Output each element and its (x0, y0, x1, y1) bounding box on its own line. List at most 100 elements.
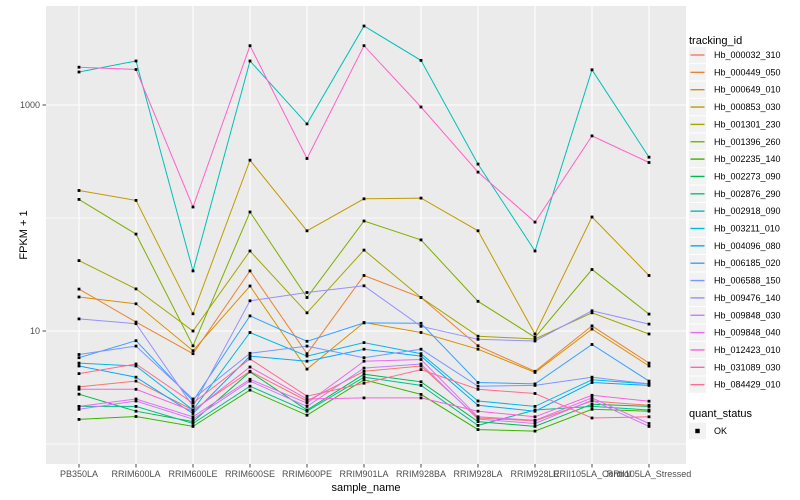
data-point (476, 420, 480, 423)
data-point (248, 249, 252, 253)
data-point (476, 417, 480, 421)
data-point (476, 162, 480, 166)
legend-tracking-id: tracking_id Hb_000032_310 Hb_000449_050 Hb_… (689, 35, 781, 393)
data-point (419, 358, 423, 361)
data-point (362, 375, 366, 379)
data-point (647, 361, 651, 365)
data-point (134, 344, 138, 348)
data-point (419, 384, 423, 387)
quant-status-title: quant_status (689, 408, 752, 420)
data-point (248, 299, 252, 303)
data-point (248, 384, 252, 388)
data-point (305, 413, 309, 417)
data-point (77, 372, 81, 375)
data-point (305, 296, 309, 299)
quant-status-label-OK: OK (714, 426, 727, 436)
black-square-marker-icon (695, 428, 700, 434)
data-point (476, 334, 480, 338)
data-point (362, 284, 366, 288)
data-point (77, 364, 81, 368)
legend-label-Hb_000853_030: Hb_000853_030 (714, 102, 781, 112)
data-point (419, 347, 423, 351)
data-point (305, 229, 309, 233)
data-point (77, 405, 81, 408)
data-point (248, 284, 252, 288)
data-point (305, 122, 309, 126)
data-point (647, 161, 651, 164)
data-point (590, 378, 594, 382)
legend-quant-status: quant_status OK (689, 408, 752, 440)
data-point (533, 429, 537, 433)
data-point (533, 409, 537, 413)
data-point (476, 337, 480, 341)
data-point (533, 418, 537, 422)
gridlines (46, 6, 686, 464)
x-tick-label-5: RRIM901LA (339, 469, 388, 479)
data-point (590, 215, 594, 219)
data-point (134, 339, 138, 343)
data-point (362, 378, 366, 382)
data-point (191, 269, 195, 273)
data-point (77, 387, 81, 391)
data-point (77, 189, 81, 192)
data-point (191, 417, 195, 421)
data-point (77, 259, 81, 262)
data-point (77, 392, 81, 396)
data-point (476, 409, 480, 413)
data-point (248, 370, 252, 374)
data-point (77, 317, 81, 321)
data-point (647, 382, 651, 386)
x-tick-label-9: RRII105LA_Control (553, 469, 631, 479)
legend-label-Hb_009476_140: Hb_009476_140 (714, 293, 781, 303)
data-point (191, 329, 195, 333)
data-point (476, 387, 480, 391)
data-point (647, 425, 651, 428)
data-point (134, 409, 138, 413)
data-point (419, 380, 423, 384)
legend-label-Hb_002235_140: Hb_002235_140 (714, 154, 781, 164)
data-point (191, 401, 195, 405)
legend-label-Hb_002918_090: Hb_002918_090 (714, 206, 781, 216)
data-point (362, 321, 366, 325)
data-point (134, 405, 138, 408)
data-point (191, 415, 195, 419)
data-point (134, 375, 138, 379)
legend-label-Hb_000032_310: Hb_000032_310 (714, 50, 781, 60)
data-point (191, 349, 195, 353)
data-point (77, 198, 81, 201)
data-point (362, 341, 366, 344)
data-point (362, 366, 366, 370)
data-point (647, 379, 651, 383)
data-point (305, 397, 309, 401)
data-point (533, 335, 537, 339)
data-point (134, 415, 138, 418)
data-point (134, 399, 138, 403)
data-point (248, 269, 252, 273)
x-tick-label-10: RRII105LA_Stressed (607, 469, 692, 479)
data-point (248, 354, 252, 358)
data-point (590, 407, 594, 411)
data-point (533, 249, 537, 253)
data-point (419, 393, 423, 396)
data-point (533, 371, 537, 374)
data-point (476, 347, 480, 351)
y-axis-title: FPKM + 1 (18, 210, 30, 259)
data-point (362, 356, 366, 360)
legend-label-Hb_000449_050: Hb_000449_050 (714, 67, 781, 77)
data-point (590, 396, 594, 400)
data-point (248, 158, 252, 162)
data-point (590, 268, 594, 271)
data-point (419, 196, 423, 200)
data-point (590, 375, 594, 379)
data-point (647, 364, 651, 368)
data-point (476, 170, 480, 174)
data-point (533, 422, 537, 425)
data-point (476, 415, 480, 419)
x-tick-label-4: RRIM600PE (282, 469, 332, 479)
data-point (476, 381, 480, 384)
data-point (647, 399, 651, 403)
data-point (590, 381, 594, 384)
data-point (134, 302, 138, 306)
data-point (419, 364, 423, 368)
data-point (134, 362, 138, 366)
